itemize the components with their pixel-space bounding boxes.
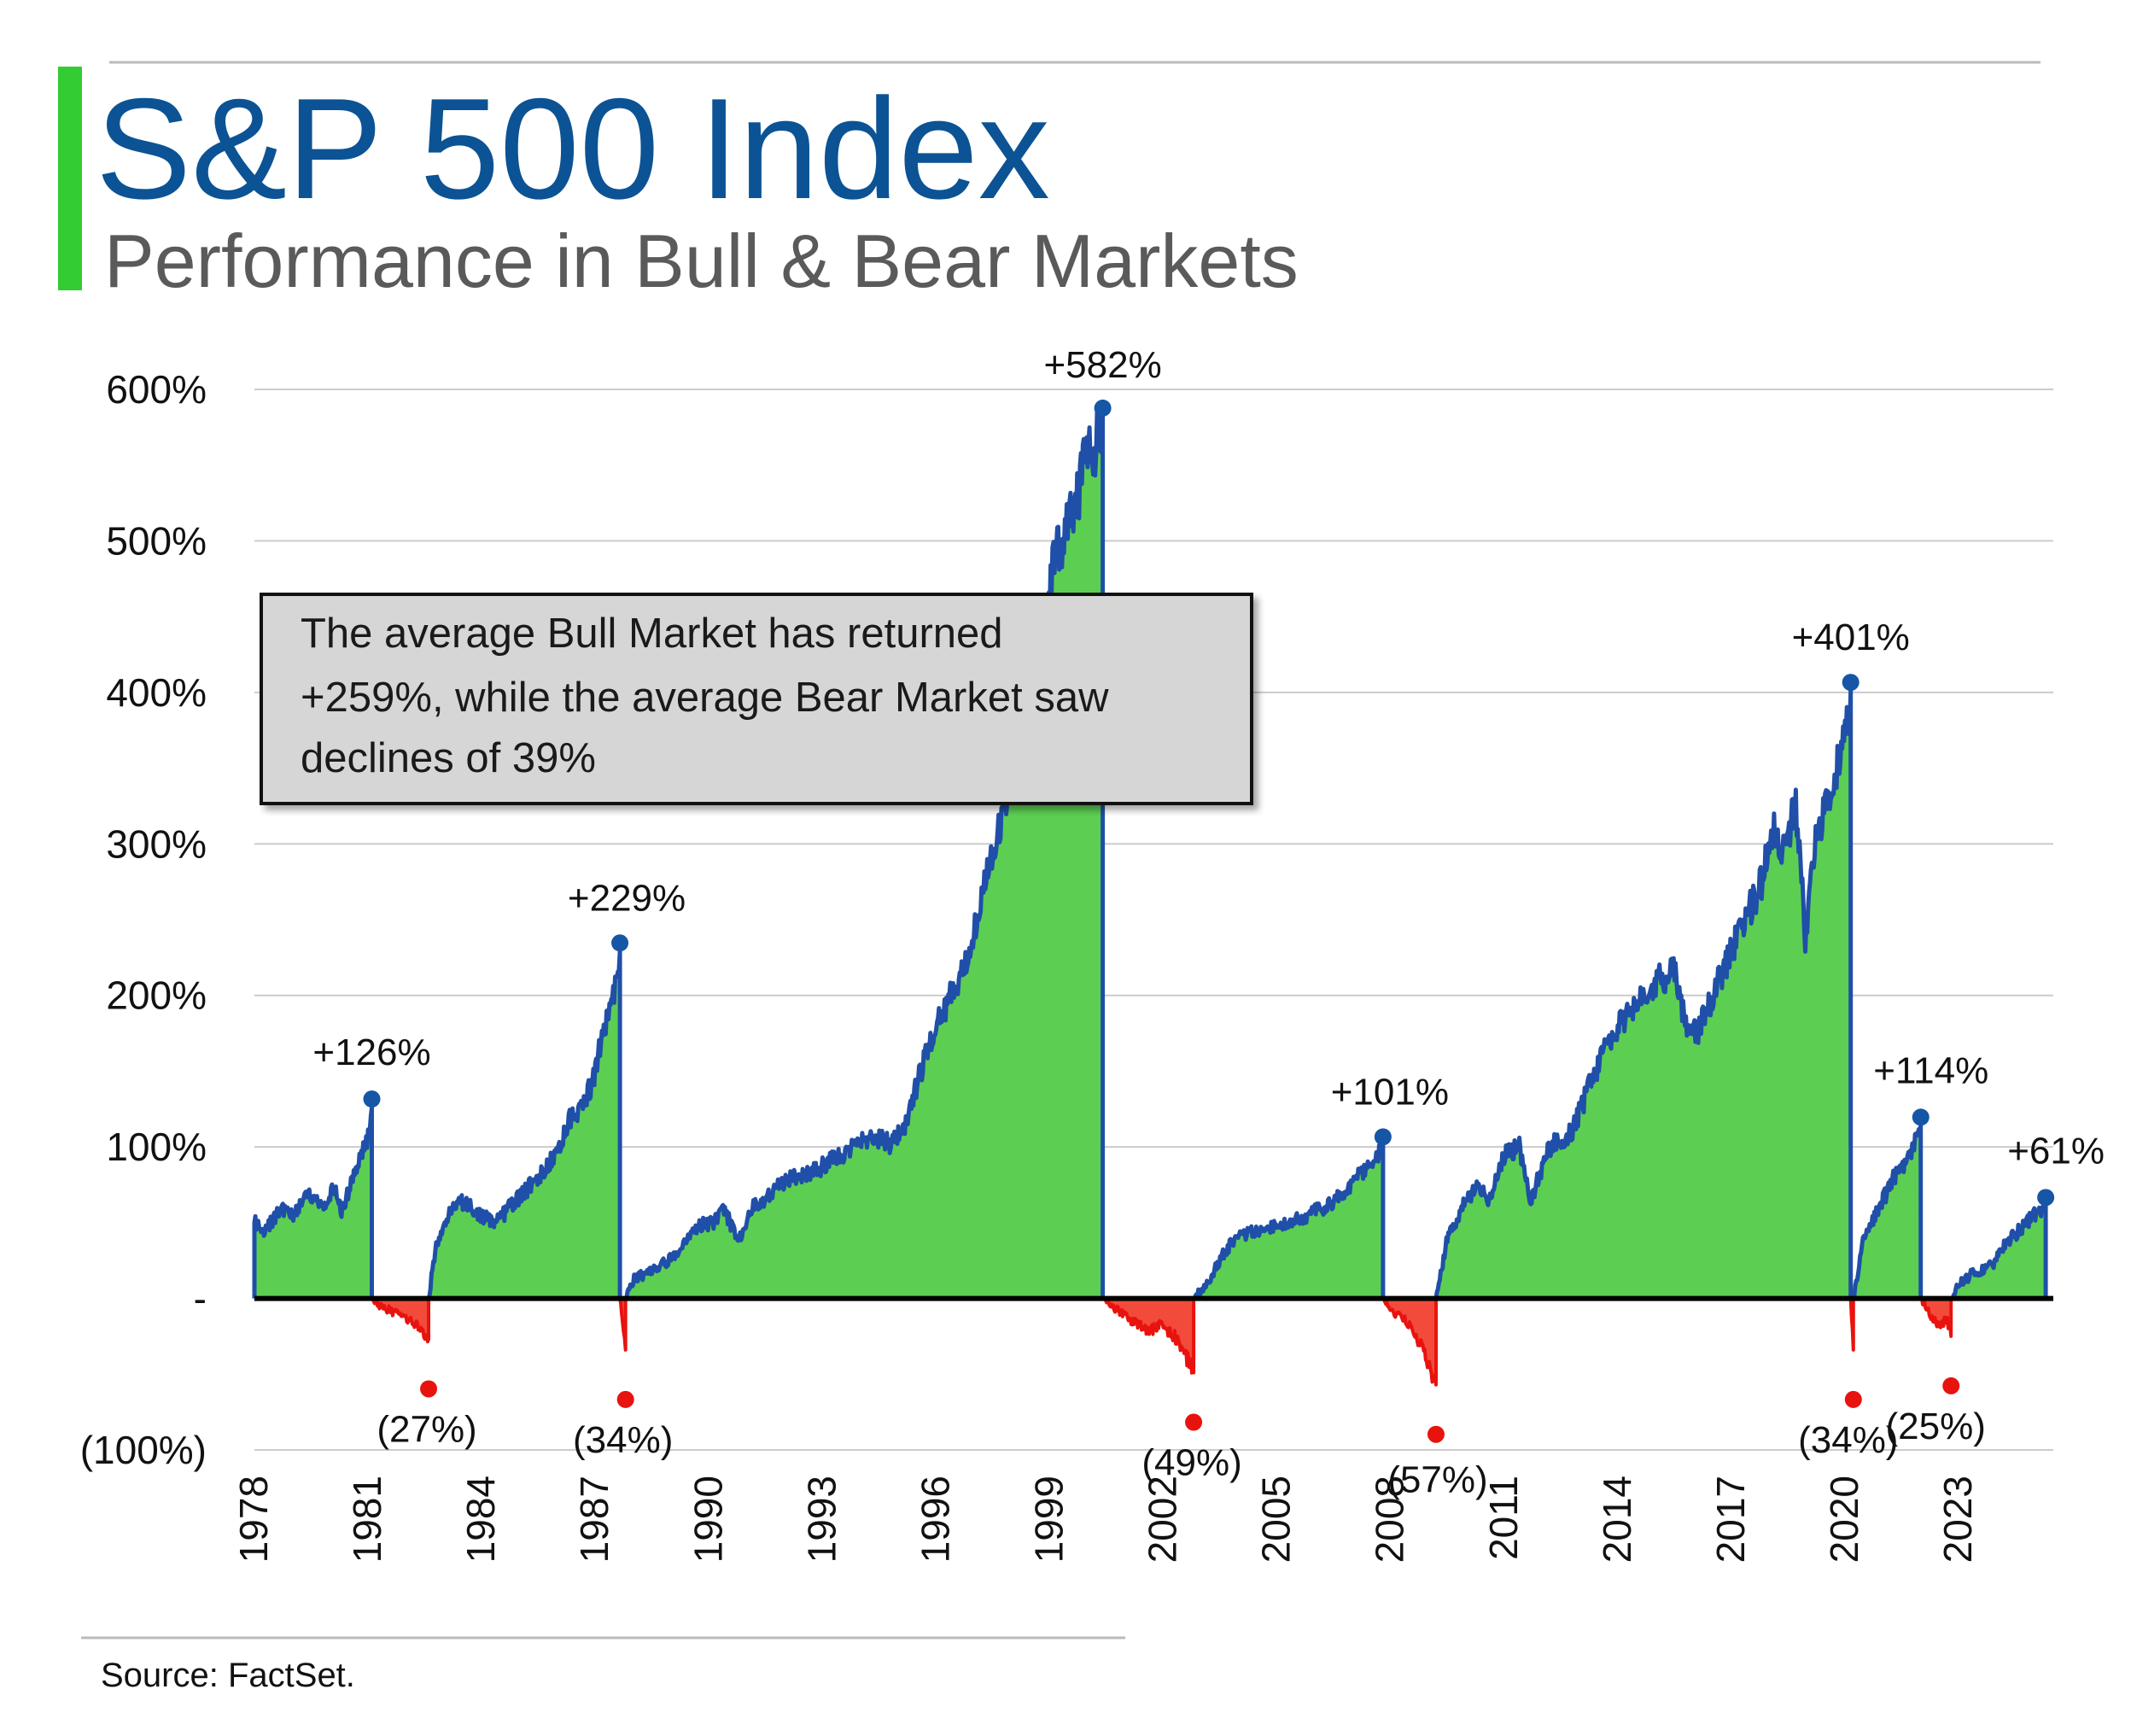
y-tick-label: 500%	[106, 518, 207, 563]
bull-line-6	[1192, 1141, 1386, 1301]
y-tick-label: 300%	[106, 821, 207, 866]
peak-label-4: +582%	[1043, 344, 1161, 386]
bear-line-1	[371, 1296, 430, 1344]
x-tick-label: 2023	[1935, 1476, 1980, 1563]
x-tick-label: 2020	[1822, 1476, 1866, 1563]
bull-line-0	[252, 1105, 374, 1299]
bear-line-5	[1101, 1296, 1196, 1375]
bull-area-2	[429, 951, 621, 1299]
note-line-1: The average Bull Market has returned	[301, 611, 1003, 657]
trough-label-5: (49%)	[1141, 1442, 1241, 1484]
trough-label-3: (34%)	[573, 1419, 673, 1461]
trough-label-7: (57%)	[1387, 1459, 1487, 1501]
trough-marker-7	[1427, 1425, 1445, 1443]
x-tick-label: 1996	[913, 1476, 957, 1563]
y-tick-label: 100%	[106, 1125, 207, 1169]
x-tick-label: 1987	[572, 1476, 616, 1563]
trough-marker-1	[420, 1380, 438, 1398]
x-tick-label: 1981	[345, 1476, 389, 1563]
peak-marker-8	[1842, 674, 1860, 692]
peak-marker-12	[2037, 1189, 2055, 1207]
title-accent-bar	[58, 67, 82, 290]
note-box	[260, 593, 1253, 805]
trough-marker-9	[1844, 1390, 1862, 1408]
trough-marker-5	[1185, 1413, 1203, 1431]
peak-trough-markers: +126% (27%) +229% (34%) +582% (49%) +101% (57%)…	[312, 344, 2105, 1501]
peak-marker-2	[611, 934, 629, 952]
x-tick-label: 1999	[1027, 1476, 1071, 1563]
bull-area-12	[1951, 1201, 2046, 1299]
market-lines	[252, 408, 2048, 1387]
trough-label-11: (25%)	[1886, 1406, 1986, 1447]
y-tick-label: 600%	[106, 367, 207, 412]
y-axis-ticks: 600% 500% 400% 300% 200% 100% - (100%)	[80, 367, 207, 1472]
bull-area-10	[1853, 1125, 1921, 1299]
peak-marker-0	[363, 1090, 381, 1108]
x-tick-label: 1984	[458, 1476, 503, 1563]
x-tick-label: 1993	[799, 1476, 844, 1563]
bull-line-10	[1851, 1123, 1924, 1300]
x-tick-label: 2017	[1708, 1476, 1753, 1563]
bull-area-6	[1194, 1143, 1383, 1299]
x-tick-label: 2005	[1254, 1476, 1299, 1563]
peak-label-12: +61%	[2007, 1130, 2105, 1172]
chart-subtitle: Performance in Bull & Bear Markets	[104, 219, 1299, 303]
peak-marker-4	[1094, 399, 1112, 417]
bull-line-8	[1433, 688, 1854, 1299]
peak-label-2: +229%	[568, 877, 686, 919]
bear-line-9	[1848, 1298, 1855, 1352]
bear-area-5	[1102, 1298, 1194, 1373]
peak-marker-10	[1912, 1108, 1930, 1126]
bull-area-4	[625, 411, 1103, 1299]
peak-label-6: +101%	[1331, 1071, 1449, 1113]
peak-label-10: +114%	[1873, 1049, 1988, 1091]
bear-line-3	[618, 1298, 628, 1352]
y-tick-label: (100%)	[80, 1428, 207, 1472]
bull-line-12	[1949, 1198, 2048, 1301]
x-tick-label: 2014	[1595, 1476, 1639, 1563]
x-tick-label: 2002	[1141, 1476, 1185, 1563]
bear-area-7	[1382, 1298, 1436, 1385]
y-tick-label: 200%	[106, 973, 207, 1018]
bull-line-2	[426, 949, 622, 1300]
x-tick-label: 1990	[686, 1476, 730, 1563]
x-tick-label: 2008	[1368, 1476, 1412, 1563]
peak-label-8: +401%	[1792, 617, 1910, 658]
trough-label-9: (34%)	[1798, 1419, 1898, 1461]
peak-label-0: +126%	[312, 1032, 430, 1073]
chart-title: S&P 500 Index	[96, 68, 1050, 229]
note-line-2: +259%, while the average Bear Market saw	[301, 675, 1109, 721]
bear-line-7	[1381, 1297, 1438, 1387]
trough-marker-3	[616, 1390, 634, 1408]
trough-marker-11	[1942, 1377, 1960, 1394]
x-tick-label: 2011	[1481, 1476, 1526, 1560]
market-areas	[254, 411, 2046, 1385]
bear-line-11	[1919, 1296, 1953, 1338]
y-tick-label: -	[194, 1277, 207, 1321]
source-note: Source: FactSet.	[101, 1657, 355, 1694]
y-tick-label: 400%	[106, 670, 207, 715]
average-returns-note: The average Bull Market has returned +25…	[260, 593, 1253, 805]
note-line-3: declines of 39%	[301, 735, 596, 781]
x-axis-ticks: 1978 1981 1984 1987 1990 1993 1996 1999 2002 2005…	[231, 1476, 1980, 1563]
trough-label-1: (27%)	[377, 1408, 476, 1450]
x-tick-label: 1978	[231, 1476, 276, 1563]
peak-marker-6	[1374, 1128, 1392, 1146]
